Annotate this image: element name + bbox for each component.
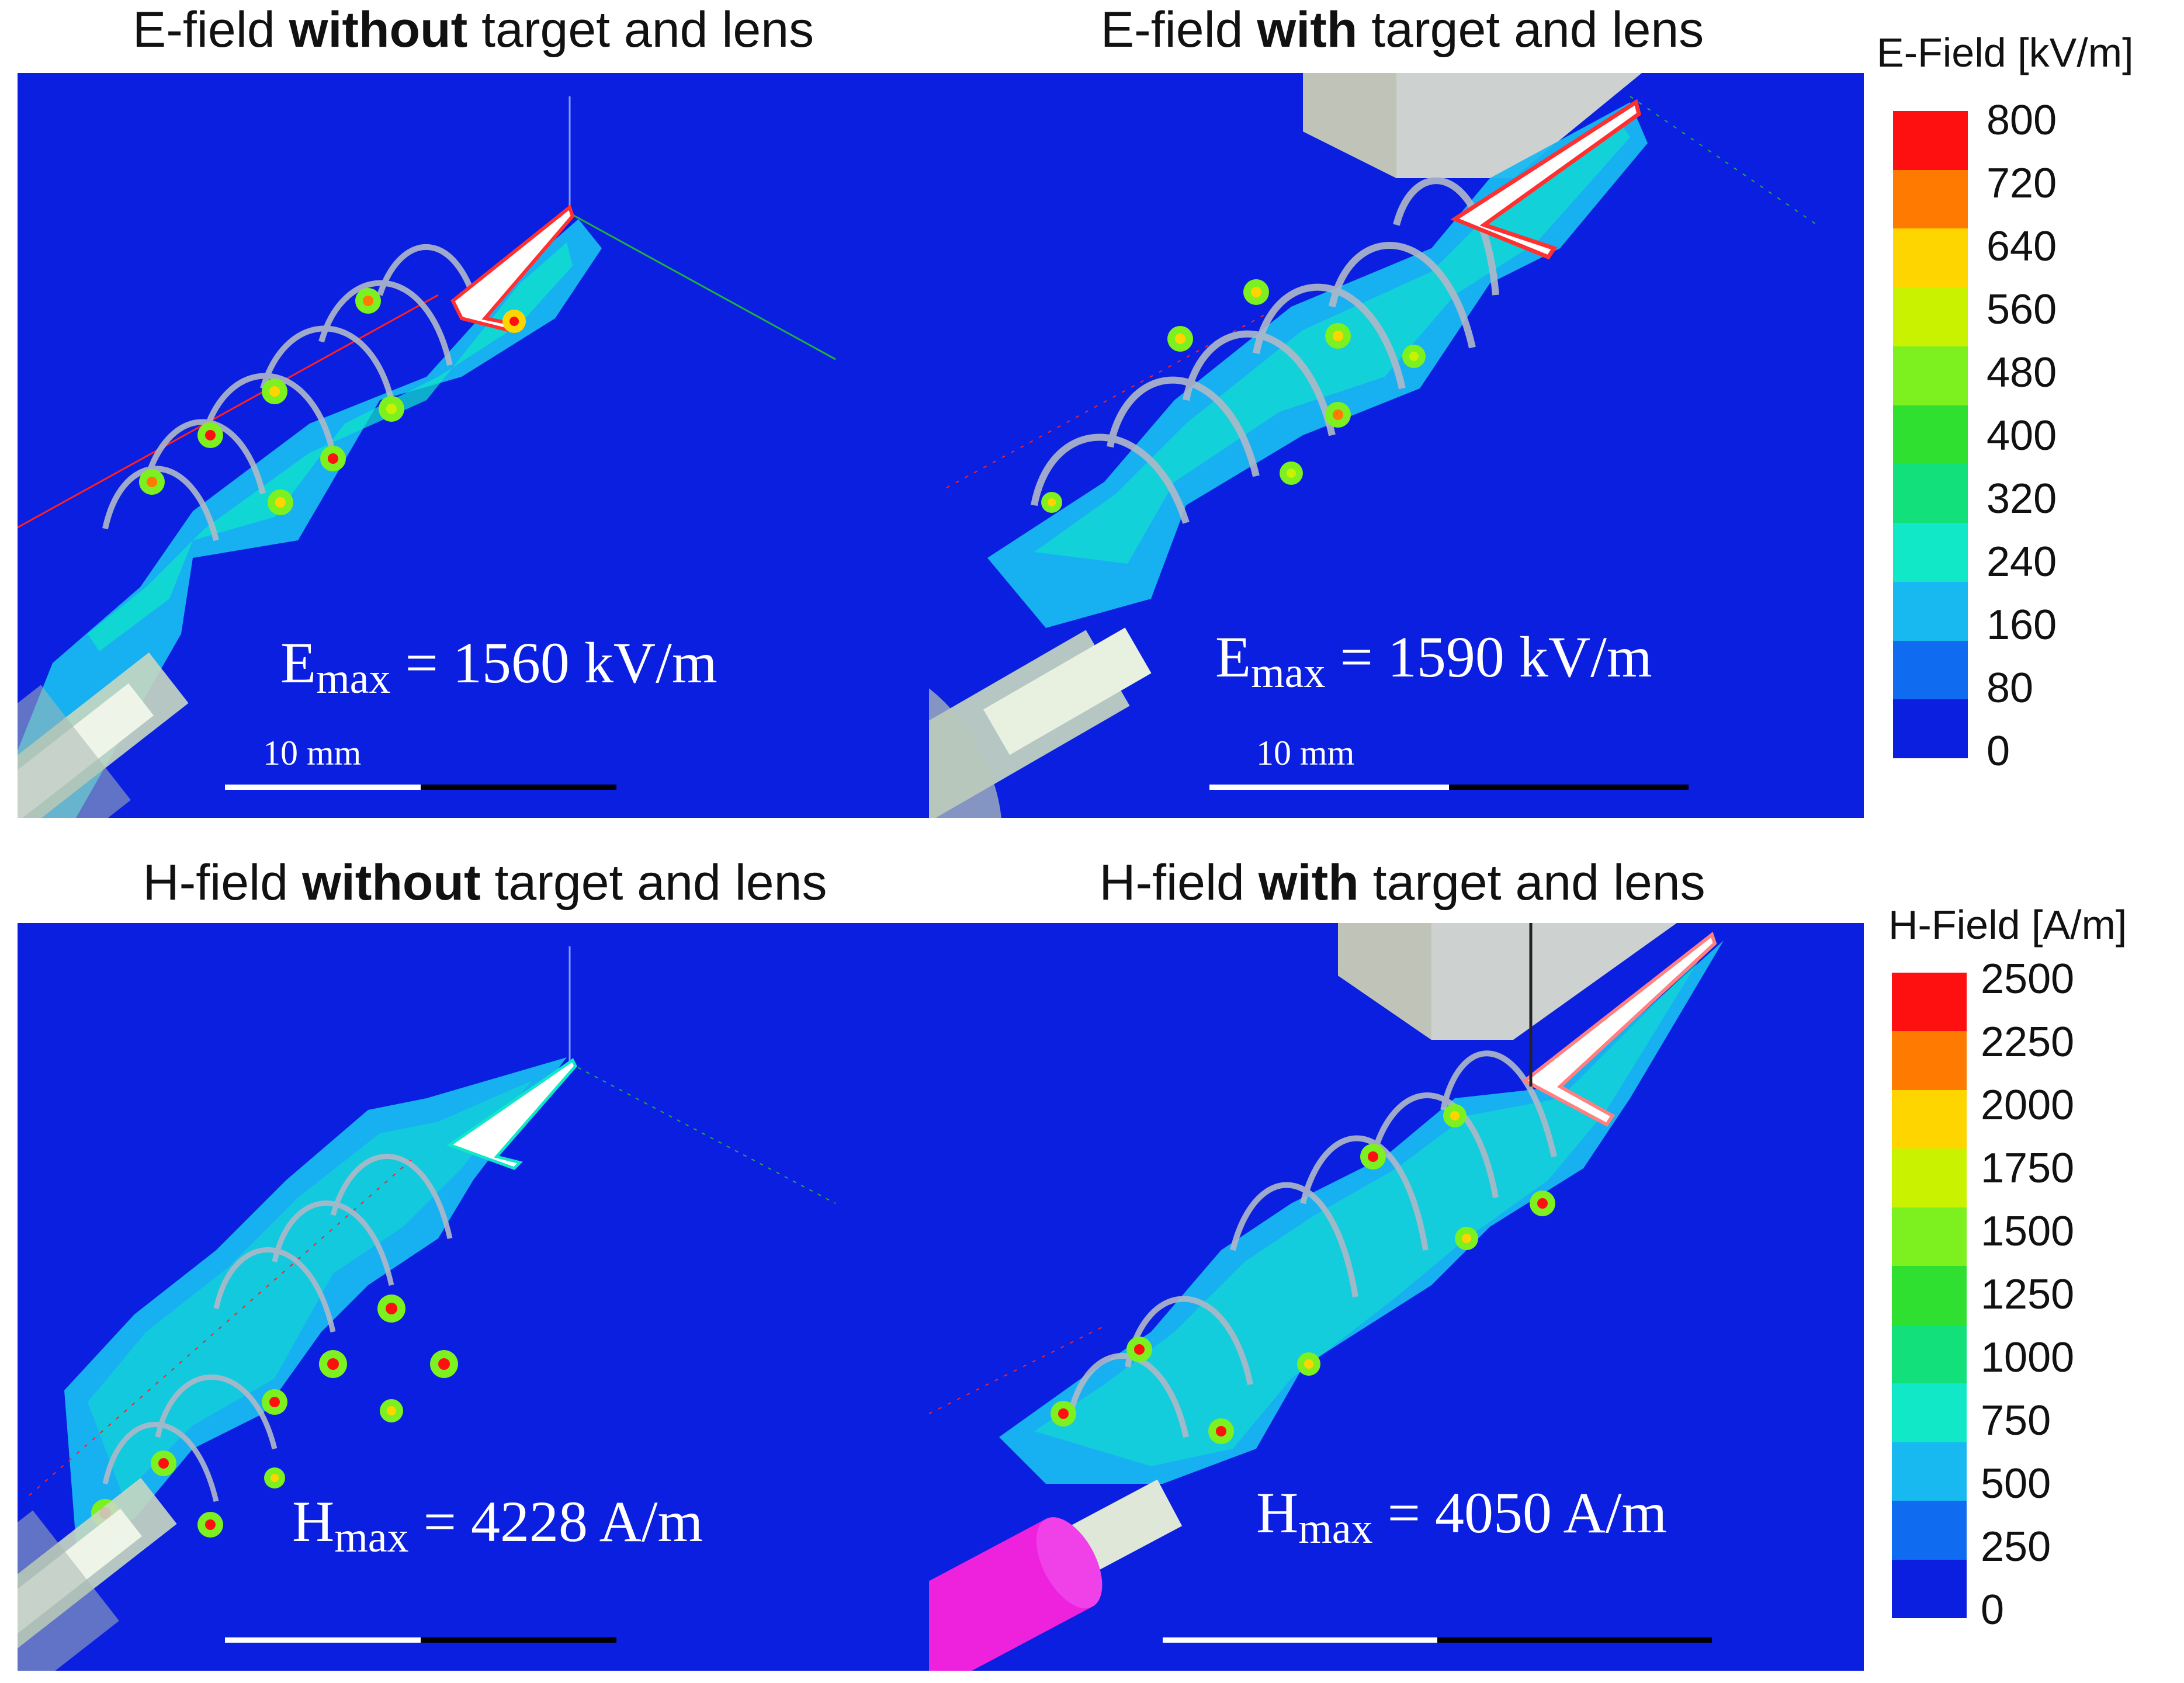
colorbar-band bbox=[1892, 1383, 1967, 1442]
colorbar-band bbox=[1893, 346, 1968, 405]
colorbar-band bbox=[1893, 169, 1968, 229]
colorbar-tick: 1000 bbox=[1981, 1334, 2075, 1381]
colorbar-tick: 720 bbox=[1987, 160, 2057, 207]
colorbar-band bbox=[1892, 1266, 1967, 1325]
colorbar-band bbox=[1893, 523, 1968, 582]
colorbar-band bbox=[1893, 464, 1968, 523]
colorbar-band bbox=[1893, 581, 1968, 641]
colorbar-band bbox=[1893, 287, 1968, 346]
colorbar-title-h: H-Field [A/m] bbox=[1888, 902, 2127, 948]
colorbar-tick: 800 bbox=[1987, 97, 2057, 144]
colorbar-tick: 500 bbox=[1981, 1460, 2051, 1507]
colorbar-tick: 320 bbox=[1987, 476, 2057, 522]
colorbar-tick: 2000 bbox=[1981, 1082, 2075, 1129]
colorbar-tick: 0 bbox=[1987, 728, 2010, 775]
colorbar-band bbox=[1892, 1207, 1967, 1266]
colorbar-band bbox=[1892, 1324, 1967, 1384]
max-field-label: Hmax = 4050 A/m bbox=[1256, 1480, 1668, 1553]
colorbar-tick: 0 bbox=[1981, 1587, 2005, 1633]
colorbar-band bbox=[1892, 1089, 1967, 1149]
colorbar-band bbox=[1893, 405, 1968, 464]
panel-title-h-with: H-field with target and lens bbox=[1099, 855, 1705, 911]
colorbar-tick: 1500 bbox=[1981, 1208, 2075, 1255]
colorbar-band bbox=[1892, 1501, 1967, 1560]
simulation-panel-h-with: Hmax = 4050 A/m bbox=[929, 923, 1864, 1671]
colorbar-tick: 560 bbox=[1987, 286, 2057, 333]
colorbar-tick: 1750 bbox=[1981, 1145, 2075, 1192]
scale-bar-label: 10 mm bbox=[1256, 734, 1355, 772]
colorbar-band bbox=[1892, 1031, 1967, 1090]
field-plot-e-without bbox=[18, 96, 836, 818]
colorbar-tick: 80 bbox=[1987, 665, 2034, 712]
simulation-panel-e-with: 10 mm Emax = 1590 kV/m bbox=[929, 73, 1864, 818]
colorbar-e bbox=[1893, 111, 1968, 759]
field-plot-e-with bbox=[929, 73, 1818, 818]
colorbar-tick: 2500 bbox=[1981, 956, 2075, 1002]
colorbar-title-e: E-Field [kV/m] bbox=[1877, 30, 2134, 75]
colorbar-tick: 750 bbox=[1981, 1397, 2051, 1444]
panel-title-e-without: E-field without target and lens bbox=[132, 2, 814, 58]
colorbar-tick: 640 bbox=[1987, 223, 2057, 270]
colorbar-tick: 1250 bbox=[1981, 1271, 2075, 1318]
colorbar-band bbox=[1892, 1442, 1967, 1501]
colorbar-band bbox=[1892, 1148, 1967, 1207]
colorbar-tick: 240 bbox=[1987, 539, 2057, 585]
panel-title-e-with: E-field with target and lens bbox=[1100, 2, 1704, 58]
max-field-label: Hmax = 4228 A/m bbox=[292, 1489, 703, 1561]
colorbar-band bbox=[1892, 1559, 1967, 1618]
colorbar-band bbox=[1893, 699, 1968, 759]
colorbar-tick: 250 bbox=[1981, 1524, 2051, 1570]
colorbar-band bbox=[1893, 640, 1968, 700]
colorbar-tick: 480 bbox=[1987, 349, 2057, 396]
field-plot-h-without bbox=[18, 946, 836, 1671]
colorbar-tick: 2250 bbox=[1981, 1019, 2075, 1066]
colorbar-band bbox=[1893, 228, 1968, 288]
colorbar-tick: 160 bbox=[1987, 602, 2057, 648]
field-plot-h-with bbox=[929, 923, 1724, 1671]
colorbar-tick: 400 bbox=[1987, 412, 2057, 459]
colorbar-band bbox=[1893, 111, 1968, 170]
max-field-label: Emax = 1590 kV/m bbox=[1215, 624, 1652, 697]
simulation-panel-h-without: Hmax = 4228 A/m bbox=[18, 923, 929, 1671]
panel-title-h-without: H-field without target and lens bbox=[143, 855, 827, 911]
scale-bar-label: 10 mm bbox=[263, 734, 362, 772]
colorbar-band bbox=[1892, 973, 1967, 1032]
colorbar-h bbox=[1892, 973, 1967, 1618]
max-field-label: Emax = 1560 kV/m bbox=[280, 630, 717, 703]
simulation-panel-e-without: 10 mm Emax = 1560 kV/m bbox=[18, 73, 929, 818]
